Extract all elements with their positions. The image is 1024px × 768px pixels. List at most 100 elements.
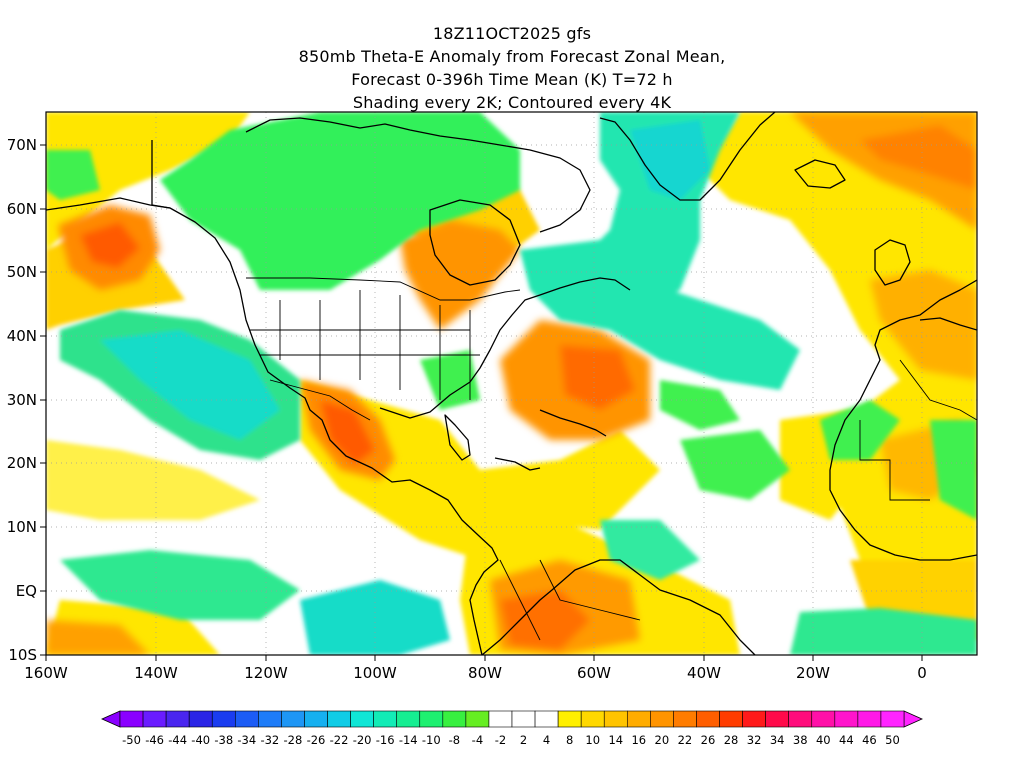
colorbar-swatch xyxy=(880,710,905,728)
anomaly-shading xyxy=(46,112,977,655)
colorbar-label: -20 xyxy=(353,733,372,747)
colorbar-label: 38 xyxy=(793,733,808,747)
colorbar-swatch xyxy=(488,710,513,728)
title-line-date-model: 18Z11OCT2025 gfs xyxy=(432,24,592,43)
colorbar-label: 2 xyxy=(520,733,527,747)
colorbar-label: 40 xyxy=(816,733,831,747)
colorbar-swatch xyxy=(765,710,790,728)
colorbar-swatch xyxy=(557,710,582,728)
colorbar-label: -26 xyxy=(307,733,326,747)
colorbar-label: 10 xyxy=(585,733,600,747)
lat-label-10n: 10N xyxy=(7,518,37,536)
colorbar-swatch xyxy=(857,710,882,728)
colorbar-swatch xyxy=(258,710,282,728)
colorbar-label: -40 xyxy=(191,733,210,747)
coastlines xyxy=(46,112,977,655)
lat-ticks xyxy=(40,144,46,656)
colorbar-swatch xyxy=(327,710,351,728)
colorbar-label: 4 xyxy=(543,733,550,747)
lon-labels: 160W 140W 120W 100W 80W 60W 40W 20W 0 xyxy=(24,664,927,682)
colorbar-swatch xyxy=(350,710,374,728)
colorbar-swatch xyxy=(834,710,859,728)
colorbar-label: -32 xyxy=(260,733,279,747)
map-title-block: 18Z11OCT2025 gfs 850mb Theta-E Anomaly f… xyxy=(0,22,1024,114)
lon-label-160w: 160W xyxy=(24,664,68,682)
lon-label-140w: 140W xyxy=(134,664,178,682)
lon-label-100w: 100W xyxy=(353,664,397,682)
colorbar-swatch xyxy=(719,710,743,728)
colorbar-swatch xyxy=(742,710,766,728)
colorbar-label: 32 xyxy=(747,733,762,747)
colorbar-label: 22 xyxy=(678,733,693,747)
colorbar-swatch xyxy=(165,710,190,728)
colorbar-label: 50 xyxy=(885,733,900,747)
lat-label-60n: 60N xyxy=(7,200,37,218)
colorbar-swatch xyxy=(396,710,421,728)
colorbar-label: 26 xyxy=(701,733,716,747)
colorbar-swatch xyxy=(142,710,167,728)
colorbar-swatch xyxy=(188,710,213,728)
colorbar-swatch xyxy=(234,710,259,728)
lat-lon-grid xyxy=(46,112,977,655)
colorbar-label: 8 xyxy=(566,733,573,747)
colorbar-label: -10 xyxy=(422,733,441,747)
lon-label-20w: 20W xyxy=(796,664,830,682)
colorbar-swatch xyxy=(603,710,628,728)
colorbar-swatch xyxy=(626,710,651,728)
colorbar-label: -22 xyxy=(330,733,349,747)
lat-label-40n: 40N xyxy=(7,327,37,345)
colorbar-swatch xyxy=(673,710,697,728)
colorbar-label: 20 xyxy=(655,733,670,747)
colorbar-swatch xyxy=(419,710,444,728)
title-line-forecast: Forecast 0-396h Time Mean (K) T=72 h xyxy=(351,70,673,89)
lon-label-40w: 40W xyxy=(687,664,721,682)
lat-label-70n: 70N xyxy=(7,136,37,154)
colorbar-swatch xyxy=(580,710,605,728)
lat-label-30n: 30N xyxy=(7,391,37,409)
lon-label-0: 0 xyxy=(917,664,927,682)
lat-label-eq: EQ xyxy=(16,582,37,600)
colorbar-swatch xyxy=(119,710,144,728)
colorbar-label: -28 xyxy=(284,733,303,747)
colorbar-swatch xyxy=(465,710,490,728)
colorbar-label: 44 xyxy=(839,733,854,747)
colorbar-swatch xyxy=(373,710,398,728)
colorbar-label: -4 xyxy=(472,733,483,747)
colorbar: -50 -46 -44 -40 -38 -34 -32 -28 -26 -22 -20 -16 -14-… xyxy=(101,710,923,747)
colorbar-swatch xyxy=(442,710,467,728)
colorbar-high-arrow xyxy=(903,710,923,728)
title-line-shading: Shading every 2K; Contoured every 4K xyxy=(352,93,672,112)
colorbar-label: -34 xyxy=(237,733,256,747)
colorbar-swatch xyxy=(511,710,536,728)
shading-cool-regions xyxy=(46,112,977,655)
colorbar-swatch xyxy=(788,710,813,728)
political-borders xyxy=(246,277,977,641)
colorbar-low-arrow xyxy=(101,710,121,728)
colorbar-label: 14 xyxy=(608,733,623,747)
lon-label-80w: 80W xyxy=(468,664,502,682)
lat-label-50n: 50N xyxy=(7,263,37,281)
colorbar-swatches xyxy=(119,710,905,728)
lon-label-120w: 120W xyxy=(244,664,288,682)
lat-label-20n: 20N xyxy=(7,454,37,472)
colorbar-label: 28 xyxy=(724,733,739,747)
colorbar-label: 34 xyxy=(770,733,785,747)
colorbar-labels: -50 -46 -44 -40 -38 -34 -32 -28 -26 -22 -20 -16 -14-… xyxy=(122,733,900,747)
lat-label-10s: 10S xyxy=(8,646,37,664)
colorbar-swatch xyxy=(696,710,720,728)
title-line-variable: 850mb Theta-E Anomaly from Forecast Zona… xyxy=(298,47,726,66)
lon-label-60w: 60W xyxy=(577,664,611,682)
colorbar-swatch xyxy=(304,710,328,728)
colorbar-swatch xyxy=(811,710,836,728)
colorbar-label: -8 xyxy=(449,733,460,747)
colorbar-label: -16 xyxy=(376,733,395,747)
lat-labels: 70N 60N 50N 40N 30N 20N 10N EQ 10S xyxy=(7,136,37,664)
colorbar-label: -14 xyxy=(399,733,418,747)
colorbar-label: -50 xyxy=(122,733,141,747)
colorbar-label: -2 xyxy=(495,733,506,747)
colorbar-label: 46 xyxy=(862,733,877,747)
colorbar-swatch xyxy=(281,710,305,728)
colorbar-label: -38 xyxy=(214,733,233,747)
colorbar-label: -46 xyxy=(145,733,164,747)
